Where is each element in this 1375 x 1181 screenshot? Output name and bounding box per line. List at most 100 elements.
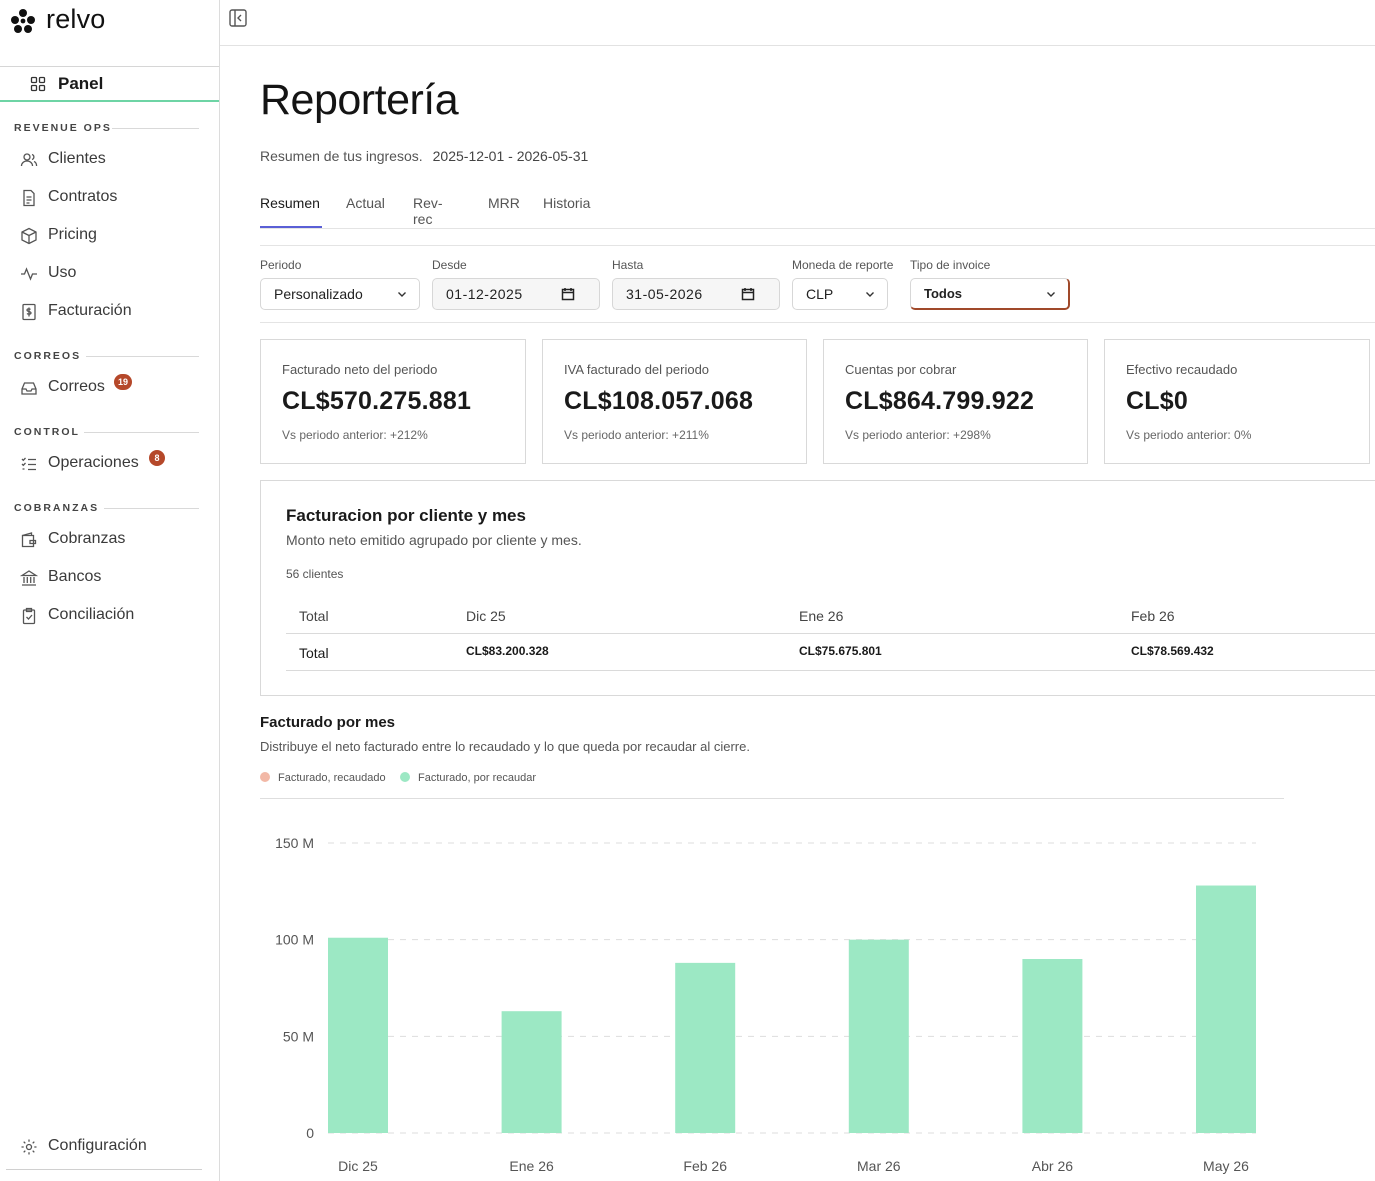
page-title: Reportería	[260, 76, 459, 124]
sidebar-item-label: Uso	[48, 264, 77, 281]
logo[interactable]: relvo	[0, 0, 219, 67]
kpi-card-facturado-neto: Facturado neto del periodo CL$570.275.88…	[260, 339, 526, 464]
top-bar	[220, 0, 1375, 46]
sidebar-item-bancos[interactable]: Bancos	[0, 561, 219, 595]
section-header-correos: CORREOS	[14, 350, 82, 362]
tab-actual[interactable]: Actual	[346, 195, 385, 211]
sidebar-item-label: Clientes	[48, 150, 106, 167]
table-header-month[interactable]: Dic 25	[466, 608, 506, 624]
sidebar-item-label: Operaciones	[48, 454, 139, 471]
activity-icon	[21, 267, 37, 281]
kpi-card-efectivo-recaudado: Efectivo recaudado CL$0 Vs periodo anter…	[1104, 339, 1370, 464]
y-tick-label: 0	[306, 1125, 314, 1141]
calendar-icon[interactable]	[741, 287, 755, 301]
legend-swatch	[260, 772, 270, 782]
kpi-value: CL$864.799.922	[845, 387, 1035, 415]
select-value: Personalizado	[274, 286, 363, 302]
kpi-label: Efectivo recaudado	[1126, 362, 1238, 377]
sidebar-item-label: Facturación	[48, 302, 132, 319]
card-subtitle: Monto neto emitido agrupado por cliente …	[286, 532, 582, 548]
gear-icon	[21, 1139, 37, 1155]
legend-swatch	[400, 772, 410, 782]
bar[interactable]	[675, 962, 736, 1133]
section-divider	[112, 128, 199, 129]
section-divider	[84, 432, 199, 433]
section-header-control: CONTROL	[14, 426, 80, 438]
legend-item-por-recaudar[interactable]: Facturado, por recaudar	[400, 772, 536, 784]
grid-icon	[30, 76, 46, 92]
sidebar-item-cobranzas[interactable]: Cobranzas	[0, 523, 219, 557]
filter-label-moneda: Moneda de reporte	[792, 258, 894, 272]
sidebar-item-operaciones[interactable]: Operaciones 8	[0, 447, 219, 481]
kpi-delta: Vs periodo anterior: +211%	[564, 428, 709, 442]
chevron-down-icon	[866, 292, 874, 297]
select-value: CLP	[806, 286, 834, 302]
tab-resumen[interactable]: Resumen	[260, 195, 322, 228]
legend-divider	[260, 798, 1284, 799]
chevron-down-icon	[398, 292, 406, 297]
tab-rev-rec[interactable]: Rev-rec	[413, 195, 443, 227]
x-tick-label: Abr 26	[1032, 1158, 1073, 1174]
sidebar-item-uso[interactable]: Uso	[0, 257, 219, 291]
x-tick-label: Ene 26	[509, 1158, 554, 1174]
kpi-label: Facturado neto del periodo	[282, 362, 438, 377]
wallet-icon	[21, 532, 37, 548]
section-divider	[260, 245, 1375, 246]
filters-divider	[260, 322, 1375, 323]
bar[interactable]	[328, 937, 388, 1133]
periodo-select[interactable]: Personalizado	[260, 278, 420, 310]
hasta-date-input[interactable]: 31-05-2026	[612, 278, 780, 310]
legend-item-recaudado[interactable]: Facturado, recaudado	[260, 772, 386, 784]
sidebar-item-configuracion[interactable]: Configuración	[0, 1130, 219, 1164]
bar[interactable]	[1196, 885, 1256, 1133]
table-header-month[interactable]: Feb 26	[1131, 608, 1175, 624]
document-icon	[23, 189, 35, 207]
calendar-icon[interactable]	[561, 287, 575, 301]
page-subtitle: Resumen de tus ingresos. 2025-12-01 - 202…	[260, 148, 588, 164]
kpi-delta: Vs periodo anterior: +212%	[282, 428, 428, 442]
sidebar-item-clientes[interactable]: Clientes	[0, 143, 219, 177]
table-header-month[interactable]: Ene 26	[799, 608, 844, 624]
chart-title: Facturado por mes	[260, 714, 396, 731]
tab-historia[interactable]: Historia	[543, 195, 591, 211]
tab-mrr[interactable]: MRR	[488, 195, 520, 211]
filter-label-tipo-invoice: Tipo de invoice	[910, 258, 991, 272]
table-cell: CL$78.569.432	[1131, 644, 1214, 658]
kpi-value: CL$108.057.068	[564, 387, 754, 415]
sidebar-item-pricing[interactable]: Pricing	[0, 219, 219, 253]
users-icon	[20, 153, 38, 167]
invoice-icon	[22, 303, 36, 321]
sidebar-item-conciliacion[interactable]: Conciliación	[0, 599, 219, 633]
desde-date-input[interactable]: 01-12-2025	[432, 278, 600, 310]
sidebar-item-label: Conciliación	[48, 606, 135, 623]
tabs-divider	[260, 228, 1375, 229]
sidebar-item-correos[interactable]: Correos 19	[0, 371, 219, 405]
sidebar-item-facturacion[interactable]: Facturación	[0, 295, 219, 329]
bar[interactable]	[1022, 959, 1083, 1133]
logo-text: relvo	[46, 4, 106, 34]
date-value: 01-12-2025	[446, 286, 523, 302]
filter-label-desde: Desde	[432, 258, 467, 272]
select-value: Todos	[924, 286, 963, 301]
x-tick-label: May 26	[1203, 1158, 1249, 1174]
tipo-invoice-select[interactable]: Todos	[910, 278, 1070, 310]
kpi-value: CL$0	[1126, 387, 1188, 415]
header-divider	[286, 633, 1375, 634]
sidebar-item-label: Contratos	[48, 188, 118, 205]
x-tick-label: Dic 25	[338, 1158, 378, 1174]
subtitle-text: Resumen de tus ingresos.	[260, 148, 423, 164]
sidebar-item-contratos[interactable]: Contratos	[0, 181, 219, 215]
kpi-delta: Vs periodo anterior: 0%	[1126, 428, 1252, 442]
sidebar-item-label: Panel	[58, 74, 104, 93]
sidebar-item-label: Bancos	[48, 568, 102, 585]
bar[interactable]	[501, 1011, 562, 1133]
sidebar: relvo Panel REVENUE OPS Clientes Contrat…	[0, 0, 220, 1181]
moneda-select[interactable]: CLP	[792, 278, 888, 310]
y-tick-label: 50 M	[283, 1028, 314, 1044]
kpi-label: Cuentas por cobrar	[845, 362, 957, 377]
y-tick-label: 150 M	[275, 835, 314, 851]
bar[interactable]	[848, 939, 909, 1133]
collapse-sidebar-icon[interactable]	[228, 8, 248, 28]
sidebar-item-panel[interactable]: Panel	[0, 68, 219, 102]
table-header-total[interactable]: Total	[299, 608, 329, 624]
